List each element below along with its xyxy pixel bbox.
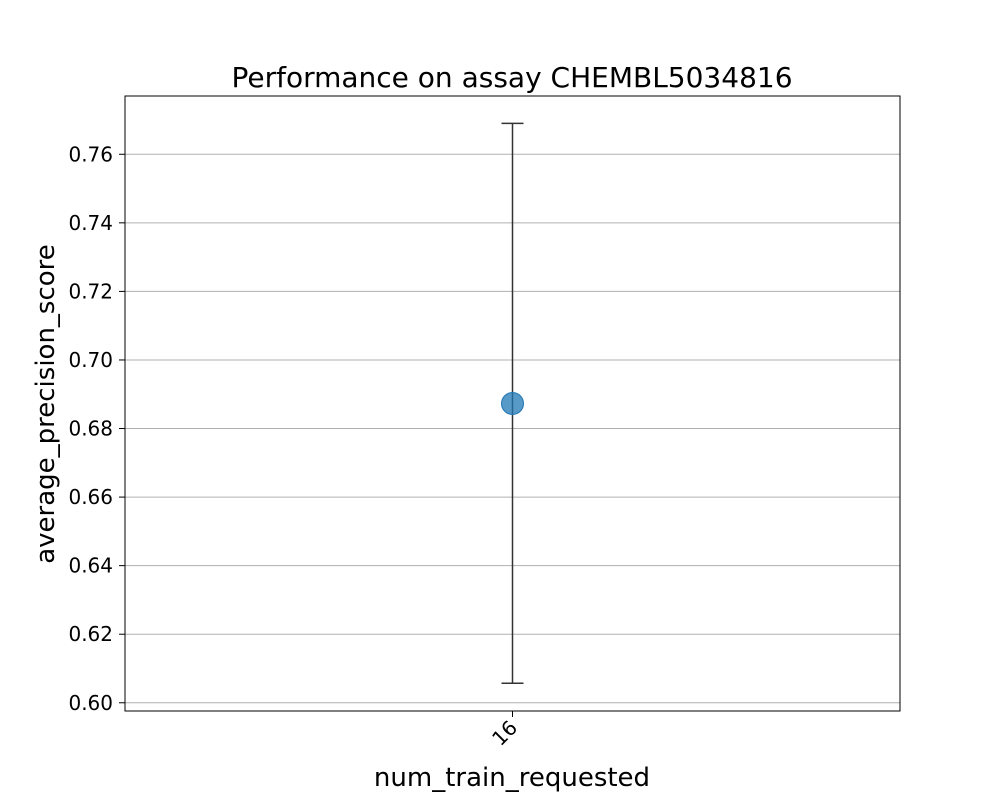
x-axis-label: num_train_requested <box>374 763 650 793</box>
y-tick-label: 0.70 <box>68 348 113 372</box>
y-tick-label: 0.68 <box>68 417 113 441</box>
y-axis-ticks: 0.60 0.62 0.64 0.66 0.68 0.70 0.72 0.74 0.76 <box>68 142 125 715</box>
y-tick-label: 0.66 <box>68 485 113 509</box>
y-tick-label: 0.72 <box>68 279 113 303</box>
y-tick-label: 0.74 <box>68 211 113 235</box>
data-point <box>501 392 524 415</box>
y-tick-label: 0.64 <box>68 554 113 578</box>
chart-title: Performance on assay CHEMBL5034816 <box>231 61 792 94</box>
plot-data <box>501 122 524 684</box>
y-tick-label: 0.62 <box>68 622 113 646</box>
y-tick-label: 0.76 <box>68 142 113 166</box>
y-axis-label: average_precision_score <box>31 244 61 564</box>
y-tick-label: 0.60 <box>68 691 113 715</box>
